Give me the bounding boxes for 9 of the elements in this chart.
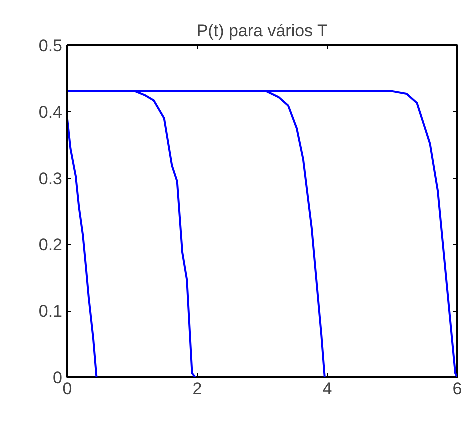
x-tick-label: 2	[192, 380, 202, 398]
y-tick-label: 0.3	[38, 169, 63, 188]
y-tick-label: 0.4	[38, 102, 63, 122]
chart-title: P(t) para vários T	[196, 22, 328, 40]
y-tick-label: 0.5	[38, 36, 63, 56]
x-tick-label: 6	[452, 380, 462, 398]
x-tick-label: 4	[322, 380, 332, 398]
y-tick-label: 0.2	[38, 236, 63, 255]
y-tick-label: 0.1	[38, 302, 63, 322]
